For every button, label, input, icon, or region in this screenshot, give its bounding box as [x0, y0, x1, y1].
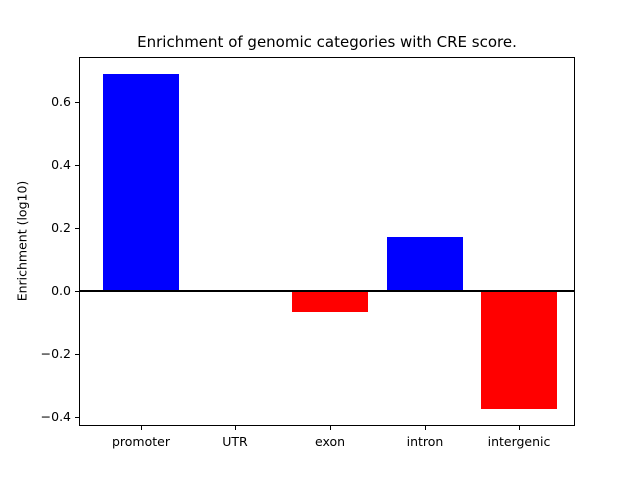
x-tick-promoter	[141, 426, 142, 430]
x-tick-label-intron: intron	[406, 434, 444, 449]
x-tick-UTR	[235, 426, 236, 430]
y-tick-label: 0.6	[51, 94, 71, 109]
x-tick-exon	[330, 426, 331, 430]
y-tick-label: −0.2	[40, 346, 71, 361]
y-tick-0.2	[75, 228, 79, 229]
y-tick-0.6	[75, 102, 79, 103]
x-tick-label-UTR: UTR	[222, 434, 248, 449]
y-tick-label: 0.0	[51, 283, 71, 298]
y-tick-0.0	[75, 291, 79, 292]
x-tick-label-promoter: promoter	[111, 434, 170, 449]
bar-exon	[292, 291, 368, 313]
x-tick-label-intergenic: intergenic	[487, 434, 551, 449]
zero-line	[80, 290, 574, 293]
chart-title: Enrichment of genomic categories with CR…	[137, 33, 517, 51]
y-tick-label: −0.4	[40, 409, 71, 424]
bar-promoter	[103, 73, 179, 292]
y-tick-−0.4	[75, 417, 79, 418]
x-tick-intergenic	[519, 426, 520, 430]
y-tick-0.4	[75, 165, 79, 166]
y-tick-label: 0.4	[51, 157, 71, 172]
bar-intergenic	[481, 291, 557, 410]
y-tick-label: 0.2	[51, 220, 71, 235]
plot-area	[79, 57, 575, 426]
x-tick-label-exon: exon	[314, 434, 346, 449]
y-tick-−0.2	[75, 354, 79, 355]
x-tick-intron	[425, 426, 426, 430]
bar-intron	[387, 236, 463, 292]
